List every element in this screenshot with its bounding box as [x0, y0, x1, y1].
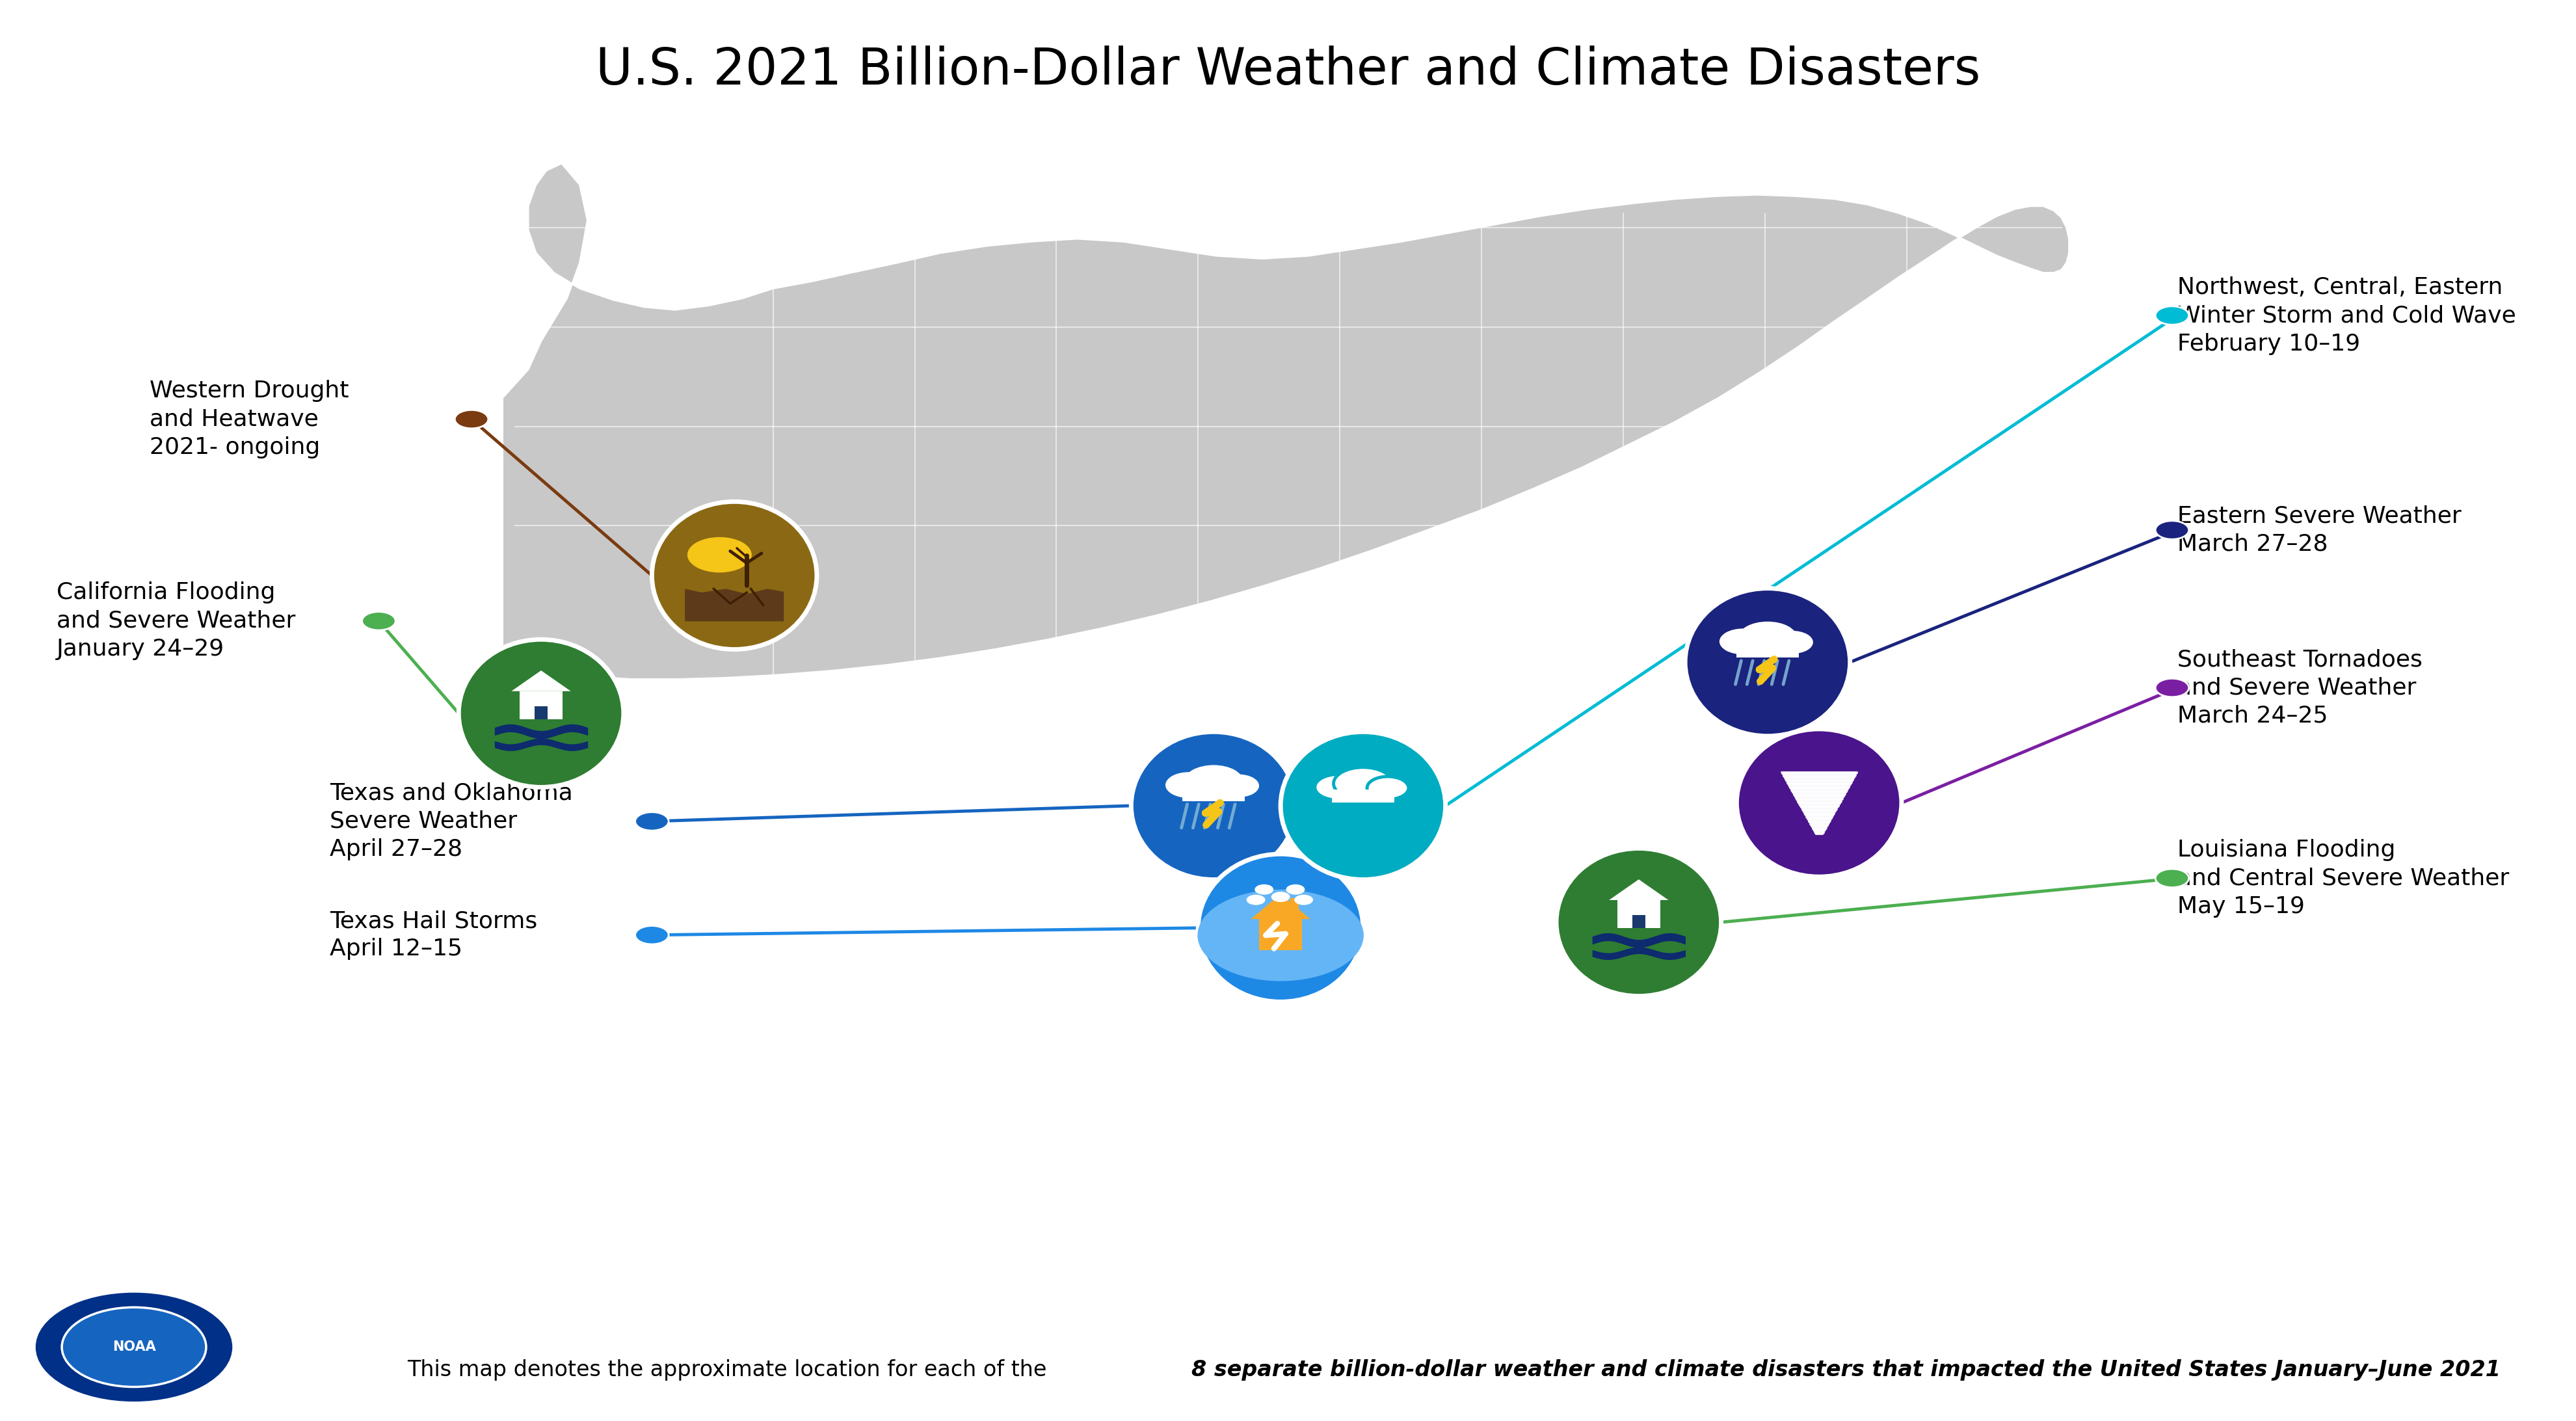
Text: Southeast Tornadoes
and Severe Weather
March 24–25: Southeast Tornadoes and Severe Weather M…: [2177, 648, 2421, 728]
FancyBboxPatch shape: [1618, 899, 1659, 928]
Circle shape: [2154, 678, 2190, 698]
Circle shape: [2154, 306, 2190, 324]
Text: California Flooding
and Severe Weather
January 24–29: California Flooding and Severe Weather J…: [57, 581, 296, 661]
Circle shape: [1247, 895, 1265, 905]
FancyBboxPatch shape: [1631, 915, 1646, 928]
FancyBboxPatch shape: [1260, 919, 1301, 951]
Text: 8 separate billion-dollar weather and climate disasters that impacted the United: 8 separate billion-dollar weather and cl…: [1193, 1358, 2501, 1381]
FancyBboxPatch shape: [1182, 786, 1244, 801]
FancyBboxPatch shape: [1736, 642, 1798, 658]
Circle shape: [688, 537, 752, 573]
Circle shape: [1285, 884, 1303, 895]
Text: U.S. 2021 Billion-Dollar Weather and Climate Disasters: U.S. 2021 Billion-Dollar Weather and Cli…: [595, 45, 1981, 95]
Circle shape: [1718, 628, 1767, 655]
Ellipse shape: [1685, 588, 1850, 736]
Circle shape: [1368, 776, 1409, 800]
Ellipse shape: [1131, 732, 1296, 880]
Ellipse shape: [459, 639, 623, 787]
Circle shape: [36, 1293, 232, 1401]
Polygon shape: [502, 163, 2069, 679]
Polygon shape: [685, 588, 783, 621]
Text: This map denotes the approximate location for each of the: This map denotes the approximate locatio…: [407, 1358, 1054, 1381]
Circle shape: [634, 926, 670, 944]
Polygon shape: [1607, 880, 1669, 899]
Circle shape: [1198, 890, 1363, 980]
Circle shape: [634, 813, 670, 830]
Circle shape: [1255, 884, 1273, 895]
Polygon shape: [510, 671, 572, 691]
Circle shape: [1739, 621, 1795, 654]
Circle shape: [2154, 520, 2190, 540]
Ellipse shape: [1280, 732, 1445, 880]
Circle shape: [62, 1307, 206, 1387]
Ellipse shape: [1198, 854, 1363, 1002]
Circle shape: [1314, 774, 1363, 800]
Circle shape: [2154, 868, 2190, 887]
Circle shape: [1164, 772, 1213, 799]
Text: Texas Hail Storms
April 12–15: Texas Hail Storms April 12–15: [330, 909, 538, 961]
Circle shape: [1270, 892, 1291, 902]
Polygon shape: [1249, 894, 1311, 919]
Circle shape: [1185, 764, 1242, 797]
Circle shape: [361, 611, 397, 631]
Text: Western Drought
and Heatwave
2021- ongoing: Western Drought and Heatwave 2021- ongoi…: [149, 379, 348, 459]
FancyBboxPatch shape: [1291, 898, 1298, 915]
FancyBboxPatch shape: [533, 706, 549, 719]
Text: Eastern Severe Weather
March 27–28: Eastern Severe Weather March 27–28: [2177, 504, 2460, 556]
Circle shape: [1334, 767, 1391, 800]
Text: Northwest, Central, Eastern
Winter Storm and Cold Wave
February 10–19: Northwest, Central, Eastern Winter Storm…: [2177, 276, 2514, 355]
Ellipse shape: [652, 502, 817, 649]
Ellipse shape: [1736, 729, 1901, 877]
Text: Texas and Oklahoma
Severe Weather
April 27–28: Texas and Oklahoma Severe Weather April …: [330, 782, 572, 861]
FancyBboxPatch shape: [520, 691, 562, 719]
Ellipse shape: [1556, 848, 1721, 996]
Circle shape: [1293, 895, 1314, 905]
Text: NOAA: NOAA: [113, 1340, 155, 1354]
Circle shape: [456, 409, 489, 429]
Circle shape: [1772, 631, 1814, 654]
Text: Louisiana Flooding
and Central Severe Weather
May 15–19: Louisiana Flooding and Central Severe We…: [2177, 838, 2509, 918]
FancyBboxPatch shape: [1332, 790, 1394, 803]
Circle shape: [1218, 774, 1260, 797]
